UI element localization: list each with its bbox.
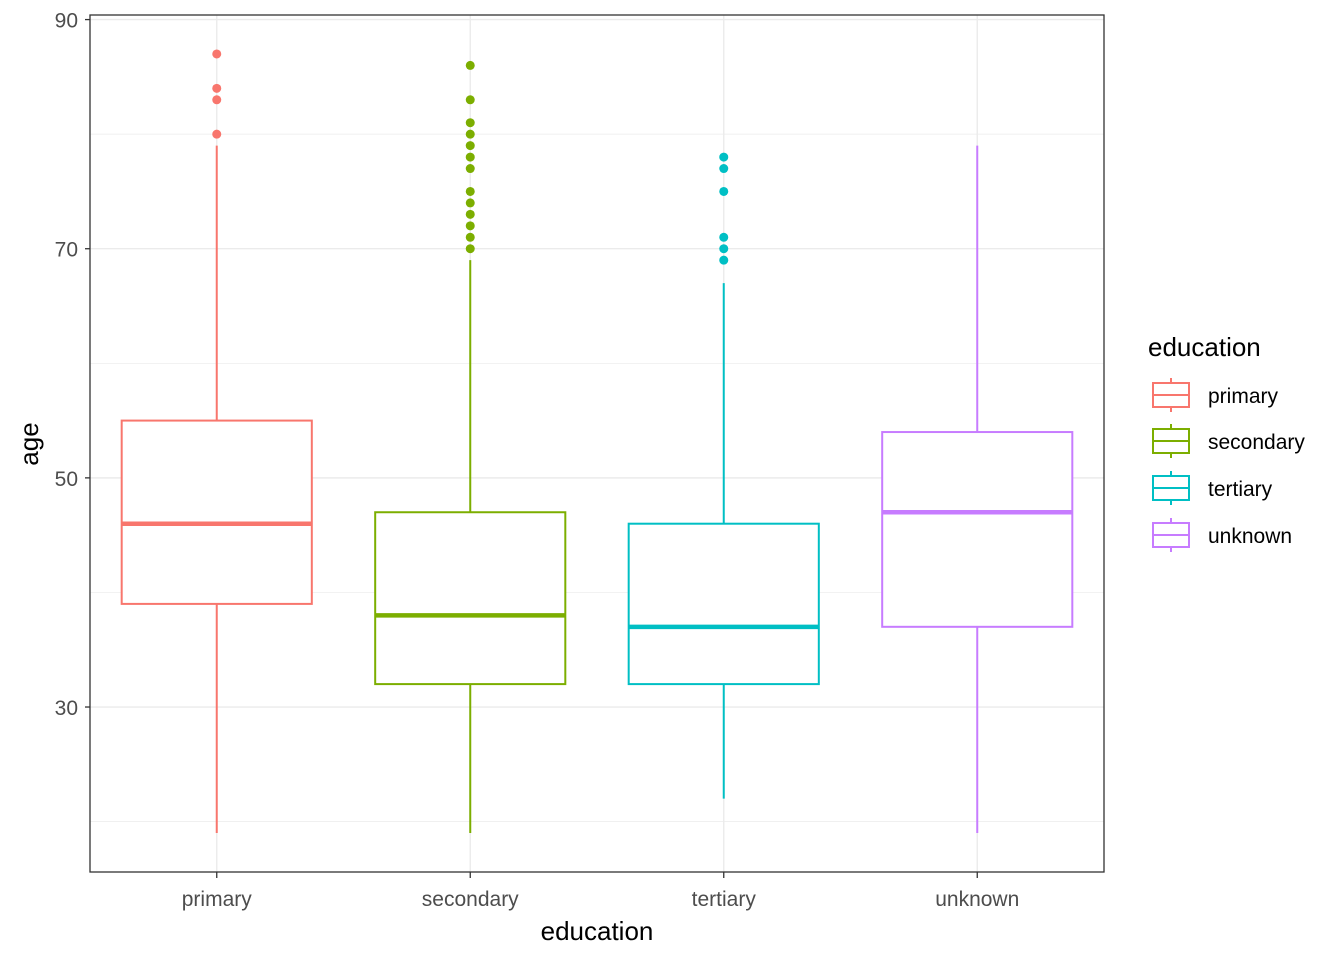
outlier-point — [465, 129, 475, 139]
box-unknown — [881, 145, 1074, 834]
legend: education primary secondary tertiary unknow… — [1148, 332, 1305, 552]
y-tick-label: 30 — [55, 697, 78, 720]
legend-label: unknown — [1208, 525, 1292, 548]
outlier-point — [465, 164, 475, 174]
outlier-point — [465, 232, 475, 242]
y-tick-label: 90 — [55, 10, 78, 33]
outlier-point — [465, 221, 475, 231]
legend-entry-unknown: unknown — [1152, 518, 1292, 552]
outlier-point — [212, 83, 222, 93]
iqr-box — [627, 522, 820, 686]
outlier-point — [465, 141, 475, 151]
outlier-point — [465, 118, 475, 128]
plot-panel-border — [89, 14, 1105, 873]
outlier-point — [719, 152, 729, 162]
outlier-point — [719, 232, 729, 242]
outlier-point — [465, 152, 475, 162]
outlier-point — [212, 95, 222, 105]
x-tick-label: tertiary — [692, 888, 757, 911]
y-axis-title: age — [14, 422, 44, 465]
legend-label: primary — [1208, 385, 1279, 408]
x-axis-title: education — [541, 916, 654, 946]
outlier-point — [212, 49, 222, 59]
outlier-point — [719, 244, 729, 254]
outlier-point — [719, 255, 729, 265]
legend-title: education — [1148, 332, 1261, 362]
legend-label: secondary — [1208, 431, 1305, 454]
x-tick-label: unknown — [935, 888, 1019, 911]
box-secondary — [374, 60, 567, 834]
outlier-point — [465, 186, 475, 196]
y-axis: 30 50 70 90 — [55, 10, 90, 720]
y-tick-label: 70 — [55, 239, 78, 262]
legend-entry-primary: primary — [1152, 378, 1279, 412]
iqr-box — [374, 511, 567, 686]
x-tick-label: secondary — [422, 888, 519, 911]
outlier-point — [465, 244, 475, 254]
x-axis: primary secondary tertiary unknown — [182, 872, 1019, 911]
box-tertiary — [627, 152, 820, 799]
y-tick-label: 50 — [55, 468, 78, 491]
outlier-point — [465, 60, 475, 70]
box-primary — [120, 49, 313, 834]
legend-entry-tertiary: tertiary — [1152, 471, 1273, 505]
outlier-point — [465, 95, 475, 105]
outlier-point — [719, 164, 729, 174]
iqr-box — [120, 419, 313, 605]
outlier-point — [465, 198, 475, 208]
legend-label: tertiary — [1208, 478, 1273, 501]
legend-entry-secondary: secondary — [1152, 424, 1305, 458]
outlier-point — [212, 129, 222, 139]
x-tick-label: primary — [182, 888, 253, 911]
iqr-box — [881, 431, 1074, 628]
boxes — [120, 49, 1074, 834]
outlier-point — [465, 209, 475, 219]
outlier-point — [719, 186, 729, 196]
